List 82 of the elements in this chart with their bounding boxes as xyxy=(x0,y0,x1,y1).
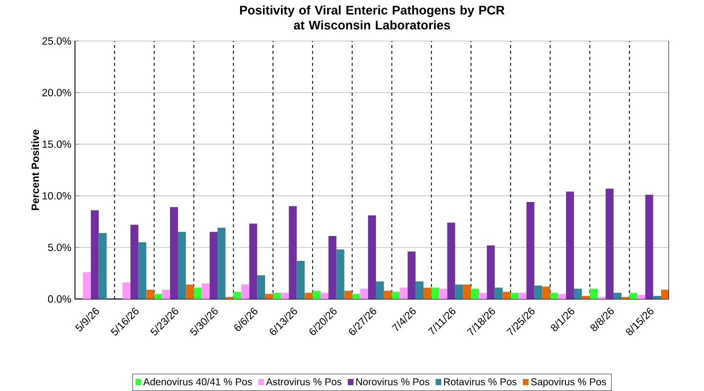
bar xyxy=(98,232,107,299)
bar xyxy=(661,290,670,299)
bar xyxy=(534,286,542,299)
bar xyxy=(400,288,408,299)
bar xyxy=(233,292,242,299)
bar xyxy=(566,192,574,299)
bar xyxy=(328,236,336,299)
bar xyxy=(463,284,472,299)
bar xyxy=(344,290,352,299)
y-tick-label: 0.0% xyxy=(48,295,72,303)
bar xyxy=(265,294,274,299)
bar xyxy=(455,284,464,299)
bar xyxy=(478,292,487,299)
bar xyxy=(352,294,360,299)
bar xyxy=(447,222,456,299)
bar xyxy=(574,288,582,299)
legend-label: Rotavirus % Pos xyxy=(444,378,517,386)
y-tick-label: 15.0% xyxy=(42,140,72,148)
bar xyxy=(526,202,534,299)
y-tick-label: 10.0% xyxy=(42,192,72,200)
bar xyxy=(249,224,258,299)
bar xyxy=(637,294,646,299)
bar xyxy=(614,292,622,299)
bar xyxy=(629,292,638,299)
y-tick-label: 25.0% xyxy=(42,37,72,45)
bar xyxy=(82,272,91,299)
bar xyxy=(273,292,281,299)
bar xyxy=(590,288,598,299)
bar xyxy=(550,292,558,299)
bar xyxy=(510,292,519,299)
bar xyxy=(122,282,130,299)
bar xyxy=(90,210,99,299)
bar xyxy=(502,292,511,299)
bar xyxy=(146,290,154,299)
bar xyxy=(408,252,416,299)
y-tick-label: 5.0% xyxy=(48,244,72,252)
bar xyxy=(162,290,170,299)
bar xyxy=(645,194,654,299)
bar xyxy=(296,260,305,299)
bar xyxy=(542,286,550,299)
bar xyxy=(431,288,440,299)
bar xyxy=(518,292,526,299)
y-axis-title: Percent Positive xyxy=(31,130,39,210)
bar xyxy=(154,294,162,299)
bar xyxy=(280,292,289,299)
bar xyxy=(471,288,479,299)
bar xyxy=(439,288,448,299)
bar xyxy=(486,245,495,299)
legend-label: Sapovirus % Pos xyxy=(531,378,606,388)
bar xyxy=(210,232,218,299)
legend-label: Adenovirus 40/41 % Pos xyxy=(143,378,252,386)
bar xyxy=(170,207,178,299)
bar xyxy=(582,296,590,299)
bar xyxy=(423,288,432,299)
bar xyxy=(130,224,138,299)
bar xyxy=(606,188,614,299)
bar xyxy=(384,290,392,299)
bar xyxy=(138,242,146,299)
bar xyxy=(376,281,384,299)
bar xyxy=(320,292,328,299)
bar xyxy=(288,206,297,299)
bar xyxy=(368,215,376,299)
bar xyxy=(241,284,250,299)
bar xyxy=(653,296,662,299)
bar xyxy=(178,232,186,299)
bar xyxy=(202,284,210,299)
legend-label: Astrovirus % Pos xyxy=(266,378,342,386)
chart-title: Positivity of Viral Enteric Pathogens by PCR at Wisconsin Laboratories xyxy=(240,5,504,30)
legend-label: Norovirus % Pos xyxy=(356,378,430,386)
bar xyxy=(558,294,566,299)
bar xyxy=(304,292,313,299)
bar xyxy=(194,288,202,299)
bar xyxy=(218,228,226,299)
y-tick-label: 20.0% xyxy=(42,88,72,96)
bar xyxy=(416,281,424,299)
bar xyxy=(392,292,400,299)
bar xyxy=(360,288,368,299)
bar xyxy=(312,290,321,299)
bar xyxy=(186,284,194,299)
bar xyxy=(494,288,503,299)
bar xyxy=(257,275,266,299)
bar xyxy=(336,249,344,299)
